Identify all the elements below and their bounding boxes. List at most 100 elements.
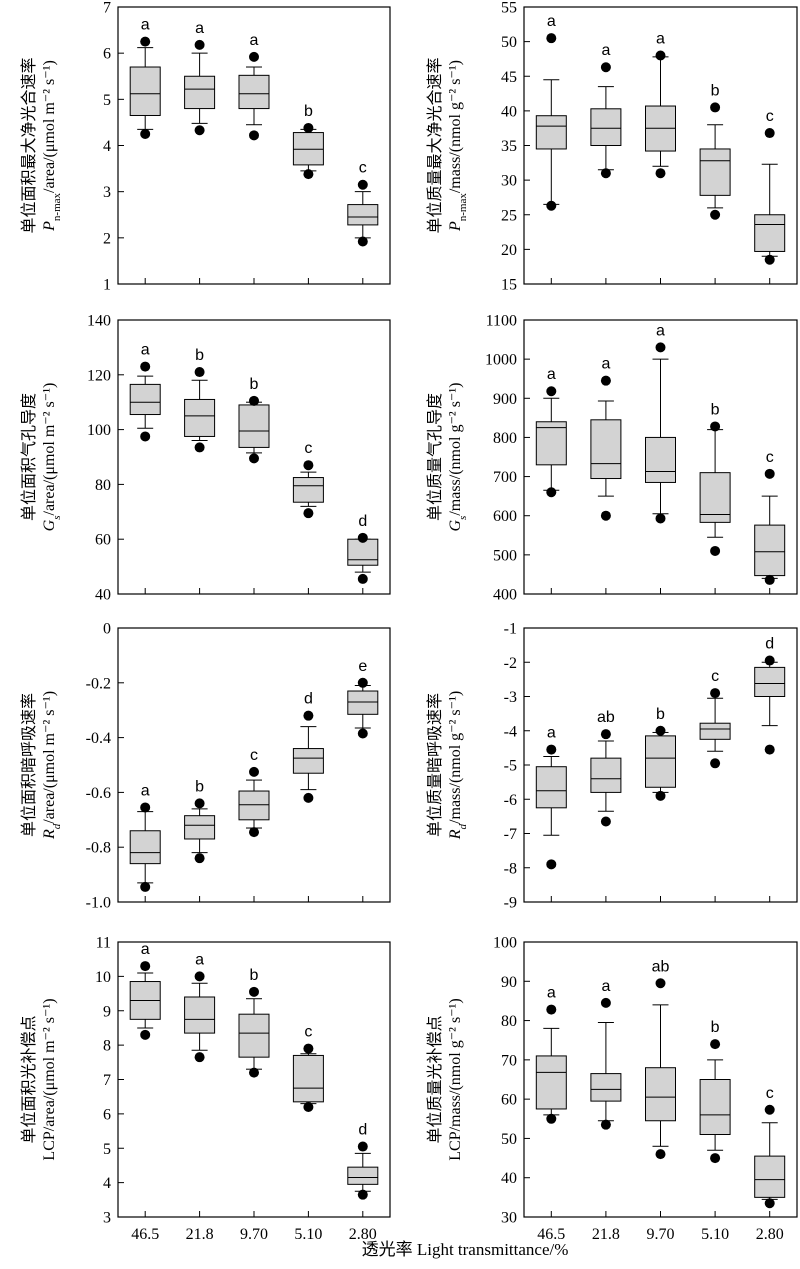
box-5.10: c — [292, 440, 324, 519]
outlier-point — [600, 729, 611, 740]
significance-letter: b — [711, 1019, 720, 1036]
y-tick-label: 60 — [95, 532, 111, 549]
x-tick-label: 9.70 — [647, 1226, 675, 1243]
iqr-box — [129, 383, 161, 416]
y-tick-label: 25 — [501, 207, 517, 224]
iqr-box — [590, 1073, 622, 1102]
iqr-box — [129, 66, 161, 116]
outlier-point — [140, 361, 151, 372]
iqr-box — [754, 666, 786, 698]
significance-letter: a — [141, 941, 150, 958]
outlier-point — [194, 1052, 205, 1063]
box-5.10: b — [699, 1019, 731, 1164]
iqr-box — [347, 690, 379, 715]
x-tick-label: 9.70 — [240, 1226, 268, 1243]
y-tick-label: 80 — [95, 477, 111, 494]
box-46.5: a — [535, 985, 567, 1124]
box-21.8: ab — [590, 709, 622, 827]
box-46.5: a — [129, 941, 161, 1040]
outlier-point — [194, 798, 205, 809]
box-2.80: d — [347, 1122, 379, 1200]
outlier-point — [249, 986, 259, 997]
panel-6: -9 -8 -7 -6 -5 -4 -3 -2 -1 单位质量暗呼吸速率 Rd/mass/(nmol… — [426, 621, 798, 912]
y-tick-label: 800 — [493, 430, 517, 447]
y-tick-label: 8 — [103, 1038, 111, 1055]
box-46.5: a — [129, 782, 161, 892]
y-tick-label: 20 — [501, 242, 517, 259]
outlier-point — [655, 790, 666, 801]
outlier-point — [140, 881, 151, 892]
x-tick-label: 46.5 — [131, 1226, 159, 1243]
outlier-point — [140, 431, 151, 442]
outlier-point — [249, 827, 259, 838]
outlier-point — [357, 179, 368, 190]
iqr-box — [754, 524, 786, 577]
outlier-point — [600, 375, 611, 386]
significance-letter: c — [766, 108, 774, 125]
outlier-point — [655, 725, 666, 736]
box-5.10: c — [699, 668, 731, 769]
outlier-point — [600, 816, 611, 827]
outlier-point — [194, 39, 205, 50]
x-axis-title: 透光率 Light transmittance/% — [362, 1240, 569, 1259]
significance-letter: a — [547, 725, 556, 742]
outlier-point — [655, 978, 666, 989]
y-tick-label: 40 — [501, 103, 517, 120]
y-tick-label: 5 — [103, 92, 111, 109]
iqr-box — [754, 214, 786, 252]
outlier-point — [710, 421, 721, 432]
x-tick-label: 2.80 — [756, 1226, 784, 1243]
significance-letter: c — [766, 449, 774, 466]
iqr-box — [699, 1079, 731, 1135]
outlier-point — [303, 1043, 314, 1054]
outlier-point — [764, 744, 775, 755]
y-tick-label: 0 — [103, 621, 111, 638]
outlier-point — [655, 168, 666, 179]
y-tick-label: -0.4 — [86, 730, 111, 747]
box-9.70: b — [238, 967, 270, 1078]
significance-letter: b — [250, 376, 259, 393]
box-46.5: a — [129, 17, 161, 139]
outlier-point — [546, 1113, 557, 1124]
iqr-box — [292, 477, 324, 503]
y-tick-label: 55 — [501, 0, 517, 17]
significance-letter: a — [547, 985, 556, 1002]
outlier-point — [357, 532, 368, 543]
y-tick-label: -8 — [504, 860, 517, 877]
y-tick-label: 1 — [103, 277, 111, 294]
x-tick-label: 5.10 — [701, 1226, 729, 1243]
outlier-point — [194, 367, 205, 378]
outlier-point — [600, 1119, 611, 1130]
significance-letter: a — [601, 978, 610, 995]
iqr-box — [238, 790, 270, 821]
box-2.80: d — [347, 513, 379, 584]
y-tick-label: -1 — [504, 621, 517, 638]
outlier-point — [249, 1067, 259, 1078]
outlier-point — [655, 1149, 666, 1160]
outlier-point — [140, 1029, 151, 1040]
significance-letter: c — [250, 747, 258, 764]
outlier-point — [303, 508, 314, 519]
outlier-point — [357, 677, 368, 688]
panel-5: -1.0 -0.8 -0.6 -0.4 -0.2 0 单位面积暗呼吸速率 Rd/area/(μ… — [20, 621, 391, 912]
outlier-point — [655, 50, 666, 61]
iqr-box — [347, 204, 379, 226]
y-tick-label: -4 — [504, 723, 517, 740]
panel-7: 3 4 5 6 7 8 9 10 11 46.5 21.8 9.70 5.10 2.80 单位面积光补偿点 L… — [20, 935, 391, 1243]
significance-letter: b — [195, 778, 204, 795]
y-tick-label: 80 — [501, 1013, 517, 1030]
y-tick-label: 40 — [501, 1170, 517, 1187]
y-tick-label: 4 — [103, 138, 111, 155]
panel-1: 1 2 3 4 5 6 7 单位面积最大净光合速率 Pn-max/area/(μmol m⁻² … — [20, 0, 391, 294]
y-tick-label: 2 — [103, 230, 111, 247]
y-axis-title-cn: 单位质量光补偿点 — [426, 1015, 444, 1143]
outlier-point — [194, 853, 205, 864]
outlier-point — [710, 1039, 721, 1050]
y-tick-label: 30 — [501, 1210, 517, 1227]
y-axis-title-en: Gs/mass/(nmol g⁻² s⁻¹) — [447, 383, 469, 532]
y-tick-label: 700 — [493, 469, 517, 486]
box-21.8: a — [590, 42, 622, 179]
y-axis-title-cn: 单位面积光补偿点 — [20, 1015, 38, 1143]
